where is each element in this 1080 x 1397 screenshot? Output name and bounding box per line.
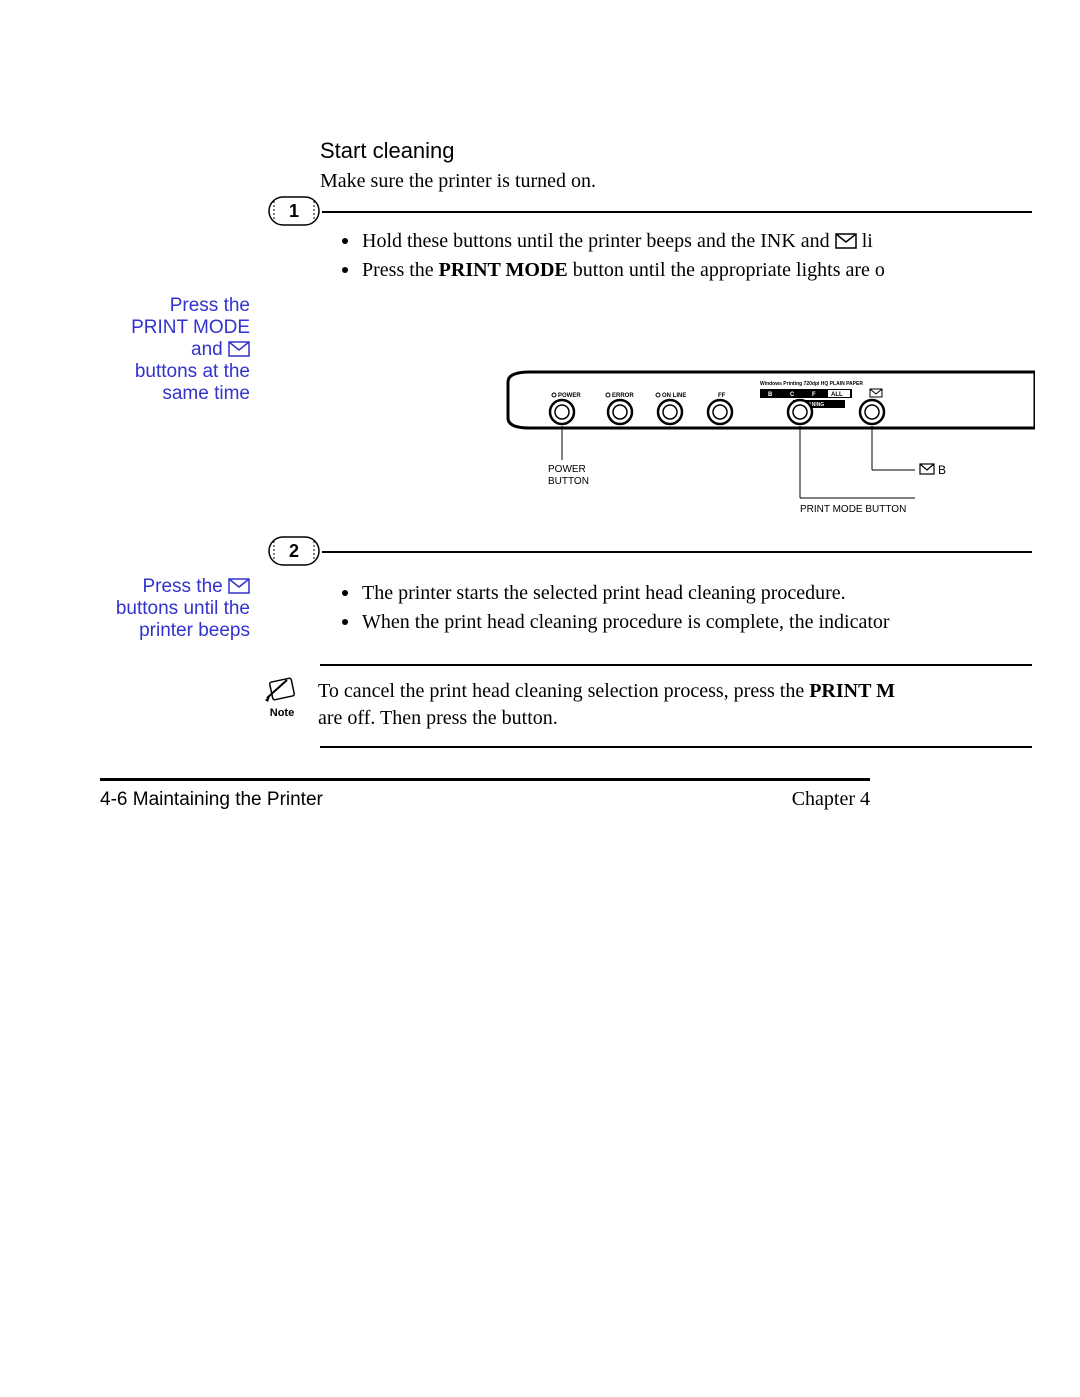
bullet-text: When the print head cleaning procedure i…: [362, 609, 890, 636]
svg-text:C: C: [790, 392, 795, 398]
note-block: Note To cancel the print head cleaning s…: [260, 678, 1040, 732]
side-label-line: Press the: [60, 576, 250, 598]
section-heading: Start cleaning: [320, 138, 1040, 164]
bullet-dot-icon: [342, 619, 348, 625]
bullet-dot-icon: [342, 267, 348, 273]
step-badge-2: 2: [268, 536, 320, 566]
side-label-line: Press the: [70, 295, 250, 317]
label-error: ERROR: [612, 393, 634, 399]
step-number-1: 1: [289, 201, 299, 221]
note-label: Note: [260, 707, 304, 719]
intro-text: Make sure the printer is turned on.: [320, 170, 1040, 193]
note-bottom-rule: [320, 746, 1032, 748]
step-1-rule: [322, 211, 1032, 213]
step-2-rule: [322, 551, 1032, 553]
step-number-2: 2: [289, 541, 299, 561]
footer-rule: [100, 778, 870, 781]
label-mode-top: Windows Printing 720dpi HQ PLAIN PAPER: [760, 381, 863, 387]
page-number: 4-6: [100, 789, 127, 810]
svg-text:B: B: [768, 392, 773, 398]
bullet-text: The printer starts the selected print he…: [362, 580, 846, 607]
bullet-row: Press the PRINT MODE button until the ap…: [342, 257, 1042, 284]
page-footer: 4-6 Maintaining the Printer Chapter 4: [100, 788, 870, 811]
manual-page: Start cleaning Make sure the printer is …: [0, 0, 1080, 1397]
side-label-line: buttons until the: [60, 598, 250, 620]
envelope-icon: [228, 578, 250, 594]
bullet-row: Hold these buttons until the printer bee…: [342, 228, 1042, 255]
footer-left: 4-6 Maintaining the Printer: [100, 789, 323, 811]
side-label-line: and: [70, 339, 250, 361]
bullet-row: When the print head cleaning procedure i…: [342, 609, 1042, 636]
bullet-dot-icon: [342, 590, 348, 596]
label-ff: FF: [718, 393, 726, 399]
printer-control-panel-figure: POWER ERROR ON LINE FF Windows Printing …: [500, 370, 1035, 530]
label-online: ON LINE: [662, 393, 686, 399]
bullet-text: Press the PRINT MODE button until the ap…: [362, 257, 885, 284]
svg-text:BUTTON: BUTTON: [548, 476, 589, 487]
envelope-icon: [920, 464, 934, 474]
note-line: To cancel the print head cleaning select…: [318, 678, 1040, 705]
side-label-line: buttons at the: [70, 361, 250, 383]
bullet-row: The printer starts the selected print he…: [342, 580, 1042, 607]
step-2-side-label: Press the buttons until the printer beep…: [60, 576, 250, 642]
label-b: B: [938, 463, 946, 477]
step-1-bullets: Hold these buttons until the printer bee…: [342, 228, 1042, 286]
note-top-rule: [320, 664, 1032, 666]
svg-text:F: F: [812, 392, 816, 398]
note-icon: Note: [260, 676, 304, 719]
step-2-bullets: The printer starts the selected print he…: [342, 580, 1042, 638]
side-label-line: printer beeps: [60, 620, 250, 642]
label-print-mode-button: PRINT MODE BUTTON: [800, 504, 906, 515]
side-label-line: PRINT MODE: [70, 317, 250, 339]
svg-text:POWER: POWER: [558, 393, 581, 399]
bullet-text: Hold these buttons until the printer bee…: [362, 228, 873, 255]
section-name: Maintaining the Printer: [133, 789, 323, 810]
chapter-label: Chapter 4: [792, 788, 870, 811]
svg-text:ALL: ALL: [831, 392, 843, 398]
note-line: are off. Then press the button.: [318, 705, 1040, 732]
note-text: To cancel the print head cleaning select…: [318, 678, 1040, 732]
content-column: Start cleaning Make sure the printer is …: [320, 138, 1040, 193]
step-1-side-label: Press the PRINT MODE and buttons at the …: [70, 295, 250, 405]
label-power-button: POWER: [548, 464, 586, 475]
envelope-icon: [228, 341, 250, 357]
bullet-dot-icon: [342, 238, 348, 244]
side-label-line: same time: [70, 383, 250, 405]
step-badge-1: 1: [268, 196, 320, 226]
